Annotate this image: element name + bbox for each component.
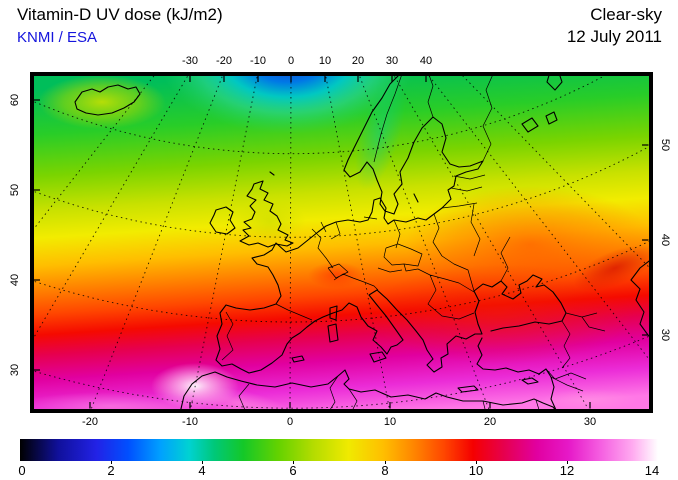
colorbar-label: 14 <box>644 463 660 478</box>
axis-label-left-lat: 40 <box>9 273 21 287</box>
country-borders-path <box>221 74 606 411</box>
colorbar-tick <box>111 461 112 464</box>
coastline-ireland <box>209 206 236 235</box>
colorbar-label: 12 <box>559 463 575 478</box>
coastline-great-britain <box>239 180 294 248</box>
colorbar-label: 10 <box>468 463 484 478</box>
graticule-parallels <box>32 74 651 409</box>
uv-pink-band-overlay <box>32 392 205 411</box>
colorbar-label: 6 <box>289 463 297 478</box>
map-frame-border <box>30 72 653 413</box>
coastline-cyprus <box>521 377 539 385</box>
colorbar-tick <box>385 461 386 464</box>
europe-uv-map-canvas <box>30 72 653 413</box>
coastline-sardinia <box>327 323 339 343</box>
axis-label-left-lat: 30 <box>9 363 21 377</box>
coastline-anatolia-levant <box>476 337 558 411</box>
page-title: Vitamin-D UV dose (kJ/m2) <box>17 5 223 24</box>
axis-label-bottom-lon: -10 <box>182 416 198 428</box>
island-shetland <box>269 171 275 176</box>
axis-label-top-lon: 10 <box>318 55 332 67</box>
coastlines <box>74 74 651 411</box>
axis-label-top-lon: 0 <box>287 55 295 67</box>
colorbar-tick <box>476 461 477 464</box>
axis-label-right-lat: 50 <box>659 138 671 152</box>
colorbar-label: 4 <box>198 463 206 478</box>
coastline-caspian <box>630 258 651 339</box>
axis-label-bottom-lon: -20 <box>82 416 98 428</box>
axis-label-bottom-lon: 20 <box>483 416 497 428</box>
colorbar-tick <box>202 461 203 464</box>
colorbar-label: 8 <box>381 463 389 478</box>
axis-label-bottom-lon: 10 <box>383 416 397 428</box>
colorbar-label: 2 <box>107 463 115 478</box>
white-sea <box>546 74 563 91</box>
country-borders <box>221 74 606 411</box>
axis-label-top-lon: -20 <box>216 55 232 67</box>
coastline-iceland <box>74 84 141 116</box>
uv-england-overlay <box>234 200 306 244</box>
uv-high-alps-overlay <box>308 262 364 288</box>
axis-label-top-lon: -30 <box>182 55 198 67</box>
colorbar-tick <box>293 461 294 464</box>
axis-label-top-lon: 40 <box>419 55 433 67</box>
lake-ladoga <box>521 117 539 133</box>
axis-label-top-lon: 20 <box>351 55 365 67</box>
coastline-sicily <box>369 351 387 363</box>
sky-condition-label: Clear-sky <box>590 5 662 24</box>
axis-label-left-lat: 50 <box>9 183 21 197</box>
lake-onega <box>545 111 558 125</box>
coastline-crete <box>457 385 479 393</box>
colorbar-tick <box>567 461 568 464</box>
axis-label-top-lon: 30 <box>385 55 399 67</box>
frame-ticks <box>33 75 649 409</box>
axis-label-right-lat: 40 <box>659 233 671 247</box>
uv-high-caucasus-overlay <box>573 245 651 291</box>
date-label: 12 July 2011 <box>566 27 662 46</box>
axis-label-left-lat: 60 <box>9 93 21 107</box>
coastline-balearics <box>291 355 305 363</box>
uv-low-arctic-overlay <box>162 74 414 134</box>
colorbar-label: 0 <box>18 463 26 478</box>
coastline-north-africa <box>179 369 558 411</box>
island-gotland <box>413 193 419 203</box>
uv-pink-band-overlay <box>542 389 638 411</box>
axis-label-bottom-lon: 30 <box>583 416 597 428</box>
uv-pink-band-overlay <box>189 386 291 411</box>
colorbar <box>20 439 658 461</box>
coastline-europe <box>215 74 567 374</box>
axis-label-top-lon: -10 <box>250 55 266 67</box>
axis-label-right-lat: 30 <box>659 328 671 342</box>
coastline-corsica <box>329 305 338 321</box>
uv-high-iceland-overlay <box>38 75 166 129</box>
axis-label-bottom-lon: 0 <box>286 416 294 428</box>
data-source-label: KNMI / ESA <box>17 29 98 46</box>
uv-field <box>32 74 651 411</box>
